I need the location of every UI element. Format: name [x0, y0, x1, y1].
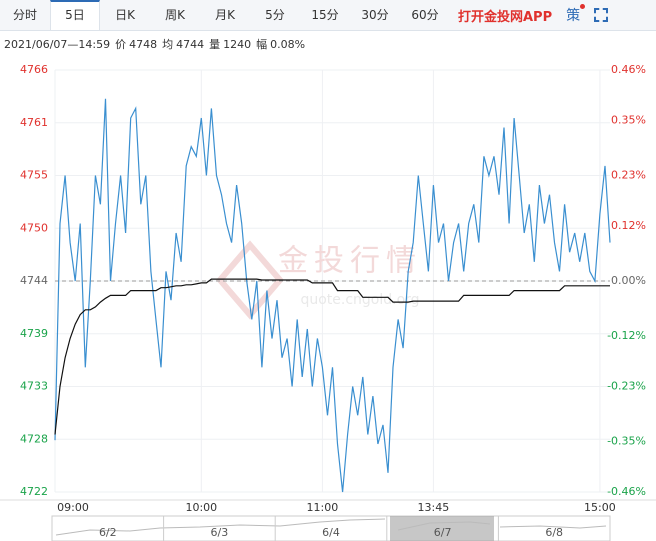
fullscreen-button[interactable] — [594, 8, 609, 22]
info-time: 2021/06/07—14:59 — [4, 38, 111, 51]
navigator-frame — [51, 515, 611, 541]
tab[interactable]: 周K — [165, 8, 185, 22]
y-tick-label: 4766 — [20, 63, 48, 76]
tab[interactable]: 15分 — [311, 8, 339, 22]
y2-tick-label: -0.46% — [607, 485, 646, 498]
watermark-url: quote.cngold.org — [300, 292, 419, 308]
y2-tick-label: 0.46% — [611, 63, 646, 76]
tab[interactable]: 分时 — [12, 8, 37, 22]
y-tick-label: 4722 — [20, 485, 48, 498]
y2-tick-label: -0.12% — [607, 329, 646, 342]
y2-tick-label: 0.35% — [611, 113, 646, 126]
notification-dot — [580, 4, 586, 9]
navigator-label: 6/8 — [545, 526, 563, 539]
y-tick-label: 4728 — [20, 432, 48, 445]
navigator-label: 6/7 — [434, 526, 452, 539]
navigator-label: 6/4 — [322, 526, 340, 539]
info-value: 4744 — [176, 38, 205, 51]
tab-bar: 分时 5日 日K 周K 月K 5分 15分 30分 60分 打开金投网APP 策 — [0, 0, 656, 31]
y-tick-label: 4750 — [20, 221, 48, 234]
x-tick-label: 10:00 — [185, 501, 217, 514]
navigator-label: 6/2 — [99, 526, 117, 539]
tab[interactable]: 30分 — [361, 8, 389, 22]
tab[interactable]: 日K — [115, 8, 135, 22]
y-tick-label: 4761 — [20, 116, 48, 129]
strategy-button[interactable]: 策 — [566, 4, 586, 25]
info-label: 均 — [162, 38, 174, 51]
watermark-title: 金投行情 — [278, 244, 422, 279]
tab[interactable]: 60分 — [411, 8, 439, 22]
info-value: 4748 — [129, 38, 158, 51]
y-tick-label: 4733 — [20, 380, 48, 393]
y-tick-label: 4739 — [20, 327, 48, 340]
tab[interactable]: 5日 — [50, 0, 100, 30]
info-value: 1240 — [223, 38, 252, 51]
app-link[interactable]: 打开金投网APP — [458, 9, 553, 25]
navigator — [51, 515, 611, 541]
y2-tick-label: -0.23% — [607, 380, 646, 393]
tab[interactable]: 5分 — [265, 8, 285, 22]
price-line — [54, 98, 611, 493]
navigator-label: 6/3 — [211, 526, 229, 539]
info-label: 幅 — [256, 38, 268, 51]
info-value: 0.08% — [270, 38, 306, 51]
y2-tick-label: 0.00% — [611, 274, 646, 287]
tab[interactable]: 月K — [215, 8, 235, 22]
y-tick-label: 4744 — [20, 274, 48, 287]
info-label: 量 — [209, 38, 221, 51]
info-line: 2021/06/07—14:59 价 4748 均 4744 量 1240 幅 0.08% — [4, 36, 310, 52]
price-line — [54, 278, 610, 435]
y2-tick-label: 0.23% — [611, 169, 646, 182]
y2-tick-label: -0.35% — [607, 435, 646, 448]
navigator-line — [55, 518, 607, 536]
y-tick-label: 4755 — [20, 169, 48, 182]
x-tick-label: 11:00 — [307, 501, 339, 514]
x-tick-label: 13:45 — [418, 501, 450, 514]
navigator-window — [390, 516, 494, 541]
y2-tick-label: 0.12% — [611, 219, 646, 232]
info-label: 价 — [115, 38, 127, 51]
x-tick-label: 15:00 — [584, 501, 616, 514]
x-tick-label: 09:00 — [57, 501, 89, 514]
